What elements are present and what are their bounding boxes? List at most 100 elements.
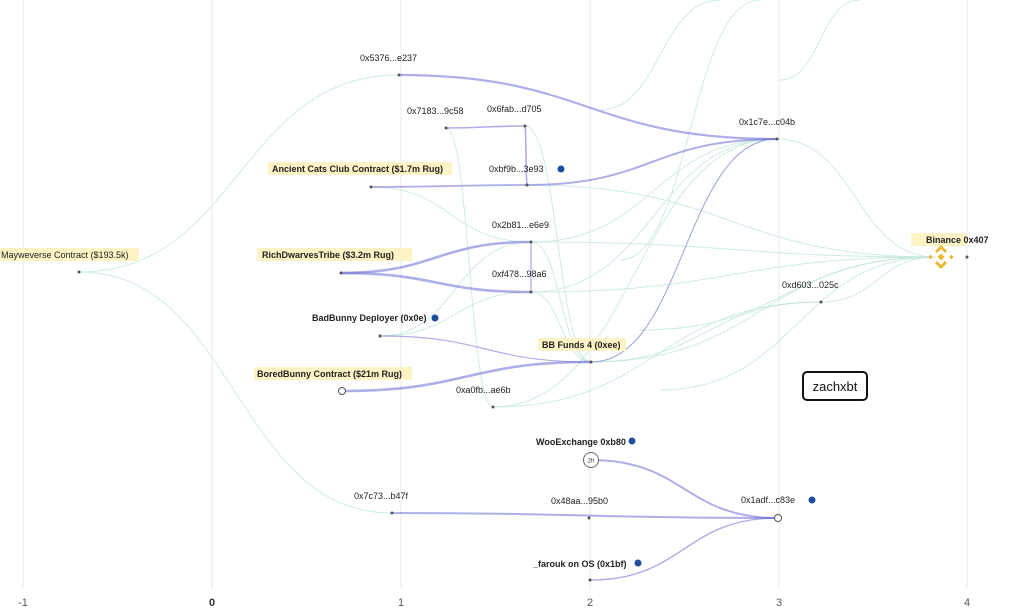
- label-highlight: [911, 233, 967, 246]
- node-dot[interactable]: [589, 360, 593, 364]
- node-dot[interactable]: [588, 578, 592, 582]
- hollow-node[interactable]: [774, 514, 782, 522]
- label-highlights: [0, 162, 967, 380]
- flow-edge: [379, 291, 532, 337]
- axis-tick-label: -1: [18, 597, 28, 609]
- flow-edge: [445, 125, 526, 129]
- main-flow-edges: [339, 73, 779, 581]
- node-dot[interactable]: [525, 183, 529, 187]
- node-dot[interactable]: [587, 516, 591, 520]
- axis-tick-label: 3: [776, 597, 782, 609]
- flow-edge: [526, 184, 936, 258]
- node-dot[interactable]: [444, 126, 448, 130]
- woo-exchange-label[interactable]: WooExchange 0xb80: [536, 437, 626, 447]
- node-dot[interactable]: [523, 124, 527, 128]
- flow-edge: [776, 138, 936, 258]
- svg-text:2h: 2h: [588, 459, 595, 465]
- node-a0fb-label[interactable]: 0xa0fb...ae6b: [456, 385, 511, 395]
- flow-edge: [340, 360, 593, 393]
- node-dot[interactable]: [965, 255, 969, 259]
- flow-edge: [779, 0, 861, 81]
- flow-edge: [526, 138, 778, 186]
- flow-edge: [590, 256, 936, 363]
- binance-label[interactable]: Binance 0x407: [926, 235, 989, 245]
- node-bf9b-label[interactable]: 0xbf9b...3e93: [489, 164, 544, 174]
- flow-edge: [820, 256, 936, 303]
- flow-edge: [492, 301, 822, 408]
- label-highlight: [268, 162, 452, 175]
- flag-marker: [628, 437, 636, 445]
- axis-tick-label: 2: [587, 597, 593, 609]
- flag-marker: [431, 314, 439, 322]
- node-2b81-label[interactable]: 0x2b81...e6e9: [492, 220, 549, 230]
- flow-edge: [78, 271, 393, 514]
- node-dot[interactable]: [529, 290, 533, 294]
- flow-edge: [78, 74, 400, 273]
- bb-funds-label[interactable]: BB Funds 4 (0xee): [542, 340, 621, 350]
- node-dot[interactable]: [390, 511, 394, 515]
- label-highlight: [254, 367, 412, 380]
- mayweverse-label[interactable]: Mayweverse Contract ($193.5k): [1, 250, 129, 260]
- light-flow-edges: [78, 0, 936, 514]
- flow-edge: [590, 459, 779, 519]
- hollow-node[interactable]: [338, 387, 346, 395]
- node-dot[interactable]: [369, 185, 373, 189]
- flow-edge: [659, 256, 936, 391]
- node-5376-label[interactable]: 0x5376...e237: [360, 53, 417, 63]
- flow-edge: [599, 0, 721, 111]
- node-d603-label[interactable]: 0xd603...025c: [782, 280, 839, 290]
- node-dot[interactable]: [339, 271, 343, 275]
- badbunny-label[interactable]: BadBunny Deployer (0x0e): [312, 313, 427, 323]
- flow-edge: [492, 138, 778, 408]
- node-dot[interactable]: [491, 405, 495, 409]
- flow-edge: [339, 240, 533, 275]
- flow-edge: [590, 301, 822, 363]
- flow-edge: [379, 335, 592, 363]
- node-dot[interactable]: [397, 73, 401, 77]
- label-highlight: [257, 248, 412, 261]
- label-highlight: [538, 338, 626, 351]
- flag-marker: [808, 496, 816, 504]
- flow-edge: [370, 184, 528, 188]
- axis-tick-label: 1: [398, 597, 404, 609]
- flow-edge: [524, 125, 528, 186]
- bored-bunny-label[interactable]: BoredBunny Contract ($21m Rug): [257, 369, 402, 379]
- flow-edge: [530, 138, 778, 243]
- flow-edge: [397, 73, 779, 141]
- flow-edge: [530, 241, 936, 258]
- watermark-badge: zachxbt: [802, 371, 868, 401]
- node-dot[interactable]: [775, 137, 779, 141]
- node-6fab-label[interactable]: 0x6fab...d705: [487, 104, 542, 114]
- flow-edge: [445, 127, 494, 408]
- node-7c73-label[interactable]: 0x7c73...b47f: [354, 491, 409, 501]
- node-1c7e-label[interactable]: 0x1c7e...c04b: [739, 117, 795, 127]
- flow-edge: [370, 186, 532, 243]
- flow-edge: [589, 517, 779, 581]
- node-dot[interactable]: [819, 300, 823, 304]
- node-f478-label[interactable]: 0xf478...98a6: [492, 269, 547, 279]
- x-axis-ticks: -1 0 1 2 3 4: [18, 597, 970, 609]
- node-1adf-label[interactable]: 0x1adf...c83e: [741, 495, 795, 505]
- flow-edge: [530, 256, 936, 293]
- flow-edge: [379, 241, 532, 337]
- rich-dwarves-label[interactable]: RichDwarvesTribe ($3.2m Rug): [262, 250, 394, 260]
- flow-edge: [530, 138, 778, 293]
- flow-edge: [530, 241, 592, 363]
- flow-edge: [619, 0, 761, 261]
- binance-logo-icon: [928, 245, 954, 269]
- label-highlight: [0, 248, 139, 261]
- flag-marker: [634, 559, 642, 567]
- farouk-label[interactable]: _farouk on OS (0x1bf): [532, 559, 627, 569]
- node-dots: [77, 73, 969, 582]
- node-48aa-label[interactable]: 0x48aa...95b0: [551, 496, 608, 506]
- node-dot[interactable]: [378, 334, 382, 338]
- woo-exchange-logo: 2h: [583, 452, 599, 468]
- node-dot[interactable]: [77, 270, 81, 274]
- node-dot[interactable]: [529, 240, 533, 244]
- axis-tick-label: 4: [964, 597, 970, 609]
- node-labels: Mayweverse Contract ($193.5k) 0x5376...e…: [1, 53, 989, 569]
- ancient-cats-label[interactable]: Ancient Cats Club Contract ($1.7m Rug): [272, 164, 443, 174]
- flow-edge: [524, 125, 592, 363]
- node-7183-label[interactable]: 0x7183...9c58: [407, 106, 464, 116]
